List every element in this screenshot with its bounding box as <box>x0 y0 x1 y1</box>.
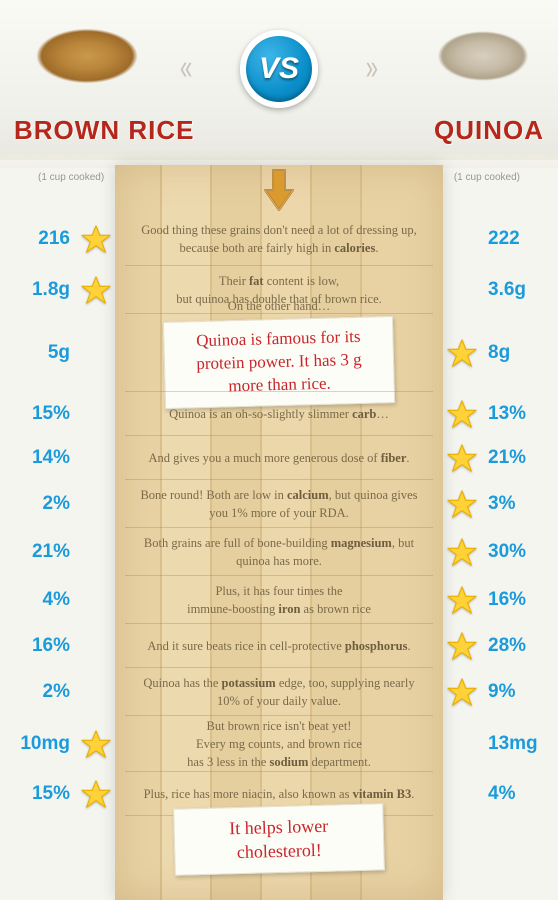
row-description: And gives you a much more generous dose … <box>116 441 442 475</box>
star-icon <box>447 489 477 519</box>
comparison-row: 14% And gives you a much more generous do… <box>0 436 558 480</box>
left-value: 2% <box>0 681 76 703</box>
left-star-slot <box>76 271 116 309</box>
left-star-slot <box>76 439 116 477</box>
row-description: Bone round! Both are low in calcium, but… <box>116 478 442 530</box>
comparison-row: 2% Bone round! Both are low in calcium, b… <box>0 480 558 528</box>
right-star-slot <box>442 271 482 309</box>
right-value: 21% <box>482 447 558 469</box>
left-star-slot <box>76 395 116 433</box>
right-value: 28% <box>482 635 558 657</box>
down-arrow-icon <box>262 168 296 212</box>
row-description: Plus, it has four times theimmune-boosti… <box>116 574 442 626</box>
star-icon <box>81 224 111 254</box>
left-star-slot <box>76 725 116 763</box>
right-value: 16% <box>482 589 558 611</box>
left-value: 15% <box>0 783 76 805</box>
left-star-slot <box>76 775 116 813</box>
right-star-slot <box>442 220 482 258</box>
left-value: 10mg <box>0 733 76 755</box>
star-icon <box>81 729 111 759</box>
right-value: 9% <box>482 681 558 703</box>
right-star-slot <box>442 485 482 523</box>
left-star-slot <box>76 627 116 665</box>
right-value: 3% <box>482 493 558 515</box>
right-star-slot <box>442 439 482 477</box>
row-description: And it sure beats rice in cell-protectiv… <box>116 629 442 663</box>
infographic-root: « » VS BROWN RICE QUINOA (1 cup cooked) … <box>0 0 558 165</box>
row-description: It helps lower cholesterol! <box>116 794 442 885</box>
left-value: 21% <box>0 541 76 563</box>
right-value: 4% <box>482 783 558 805</box>
star-icon <box>447 338 477 368</box>
right-value: 222 <box>482 228 558 250</box>
left-star-slot <box>76 581 116 619</box>
left-value: 216 <box>0 228 76 250</box>
right-star-slot <box>442 775 482 813</box>
left-value: 15% <box>0 403 76 425</box>
comparison-row: 10mgBut brown rice isn't beat yet!Every … <box>0 716 558 772</box>
star-icon <box>447 537 477 567</box>
right-star-slot <box>442 334 482 372</box>
callout-note: It helps lower cholesterol! <box>173 803 385 875</box>
right-value: 13% <box>482 403 558 425</box>
serving-note-left: (1 cup cooked) <box>38 172 104 183</box>
star-icon <box>447 677 477 707</box>
right-value: 30% <box>482 541 558 563</box>
title-left: BROWN RICE <box>14 115 194 146</box>
serving-note-right: (1 cup cooked) <box>454 172 520 183</box>
star-icon <box>447 443 477 473</box>
comparison-row: 4% Plus, it has four times theimmune-boos… <box>0 576 558 624</box>
left-star-slot <box>76 820 116 858</box>
star-icon <box>447 585 477 615</box>
star-icon <box>447 631 477 661</box>
comparison-row: 15% Quinoa is an oh-so-slightly slimmer c… <box>0 392 558 436</box>
star-icon <box>81 275 111 305</box>
comparison-row: 21% Both grains are full of bone-building… <box>0 528 558 576</box>
chevron-right-icon: » <box>366 47 378 89</box>
title-right: QUINOA <box>434 115 544 146</box>
vs-badge: VS <box>240 30 318 108</box>
left-star-slot <box>76 220 116 258</box>
right-star-slot <box>442 725 482 763</box>
left-value: 14% <box>0 447 76 469</box>
comparison-row: 16% And it sure beats rice in cell-protec… <box>0 624 558 668</box>
comparison-row: 5gOn the other hand…Quinoa is famous for… <box>0 314 558 392</box>
right-value: 13mg <box>482 733 558 755</box>
left-star-slot <box>76 334 116 372</box>
row-description: Good thing these grains don't need a lot… <box>116 213 442 265</box>
right-value: 3.6g <box>482 279 558 301</box>
left-star-slot <box>76 673 116 711</box>
comparison-rows: 216 Good thing these grains don't need a … <box>0 212 558 862</box>
left-value: 16% <box>0 635 76 657</box>
right-value: 8g <box>482 342 558 364</box>
left-value: 1.8g <box>0 279 76 301</box>
row-description: Quinoa is an oh-so-slightly slimmer carb… <box>116 397 442 431</box>
chevron-left-icon: « <box>180 47 192 89</box>
right-star-slot <box>442 581 482 619</box>
quinoa-image <box>418 8 548 88</box>
star-icon <box>81 779 111 809</box>
left-value: 4% <box>0 589 76 611</box>
row-description: Both grains are full of bone-building ma… <box>116 526 442 578</box>
footer-row: It helps lower cholesterol! <box>0 816 558 862</box>
left-star-slot <box>76 533 116 571</box>
right-star-slot <box>442 533 482 571</box>
comparison-row: 216 Good thing these grains don't need a … <box>0 212 558 266</box>
left-value: 5g <box>0 342 76 364</box>
left-value: 2% <box>0 493 76 515</box>
right-star-slot <box>442 673 482 711</box>
right-star-slot <box>442 395 482 433</box>
left-star-slot <box>76 485 116 523</box>
right-star-slot <box>442 627 482 665</box>
row-description: But brown rice isn't beat yet!Every mg c… <box>116 709 442 779</box>
brown-rice-image <box>10 8 150 88</box>
header: « » VS BROWN RICE QUINOA <box>0 0 558 165</box>
star-icon <box>447 399 477 429</box>
right-star-slot <box>442 820 482 858</box>
